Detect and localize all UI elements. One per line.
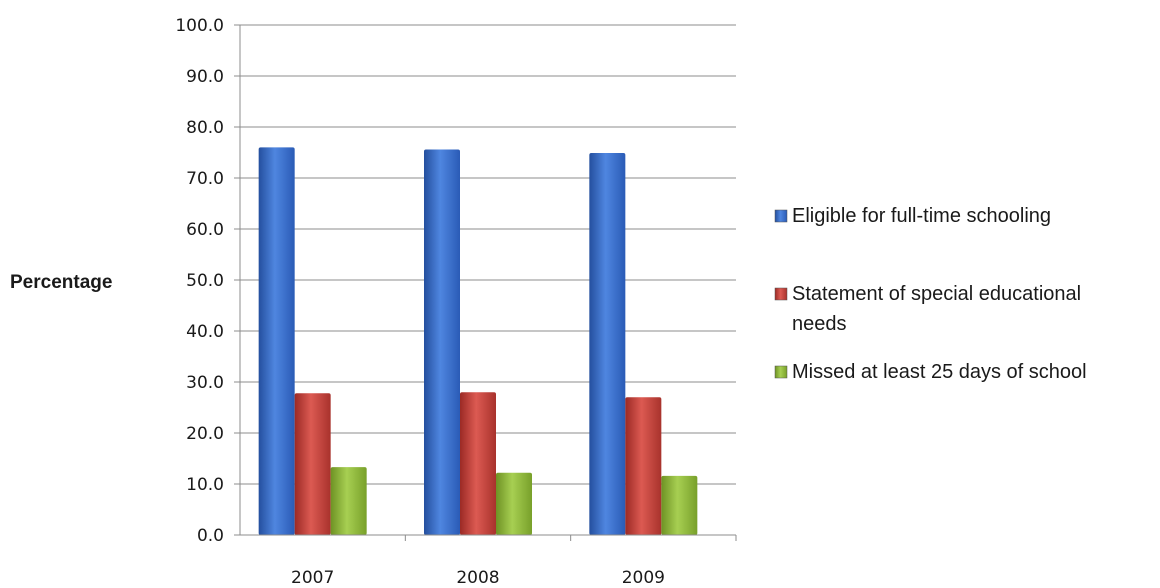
y-tick-label: 10.0 <box>186 475 224 495</box>
legend-label: Missed at least 25 days of school <box>792 361 1087 383</box>
bar <box>259 147 295 535</box>
bar <box>589 153 625 535</box>
legend-label: Statement of special educational needs <box>792 283 1081 335</box>
bar <box>625 397 661 535</box>
x-tick-label: 2008 <box>456 568 499 588</box>
x-tick-labels: 2007 2008 2009 <box>291 568 665 588</box>
bars <box>259 147 698 535</box>
y-tick-label: 30.0 <box>186 373 224 393</box>
legend-label: Eligible for full-time schooling <box>792 205 1051 227</box>
y-tick-labels: 0.0 10.0 20.0 30.0 40.0 50.0 60.0 70.0 80.0 90.0 1… <box>175 16 224 546</box>
legend-swatch <box>775 210 787 222</box>
y-tick-label: 20.0 <box>186 424 224 444</box>
bar <box>460 392 496 535</box>
bar <box>661 476 697 535</box>
y-tick-label: 0.0 <box>197 526 224 546</box>
y-tick-label: 90.0 <box>186 67 224 87</box>
y-tick-label: 60.0 <box>186 220 224 240</box>
legend: Eligible for full-time schooling Statemen… <box>775 205 1087 383</box>
legend-swatch <box>775 366 787 378</box>
y-tick-label: 80.0 <box>186 118 224 138</box>
x-tick-label: 2007 <box>291 568 334 588</box>
bar <box>496 473 532 535</box>
y-tick-label: 100.0 <box>175 16 224 36</box>
y-tick-label: 40.0 <box>186 322 224 342</box>
y-tick-label: 70.0 <box>186 169 224 189</box>
y-axis-title: Percentage <box>10 272 112 293</box>
y-tick-label: 50.0 <box>186 271 224 291</box>
bar <box>424 149 460 535</box>
x-tick-label: 2009 <box>622 568 665 588</box>
legend-swatch <box>775 288 787 300</box>
bar <box>331 467 367 535</box>
bar <box>295 393 331 535</box>
